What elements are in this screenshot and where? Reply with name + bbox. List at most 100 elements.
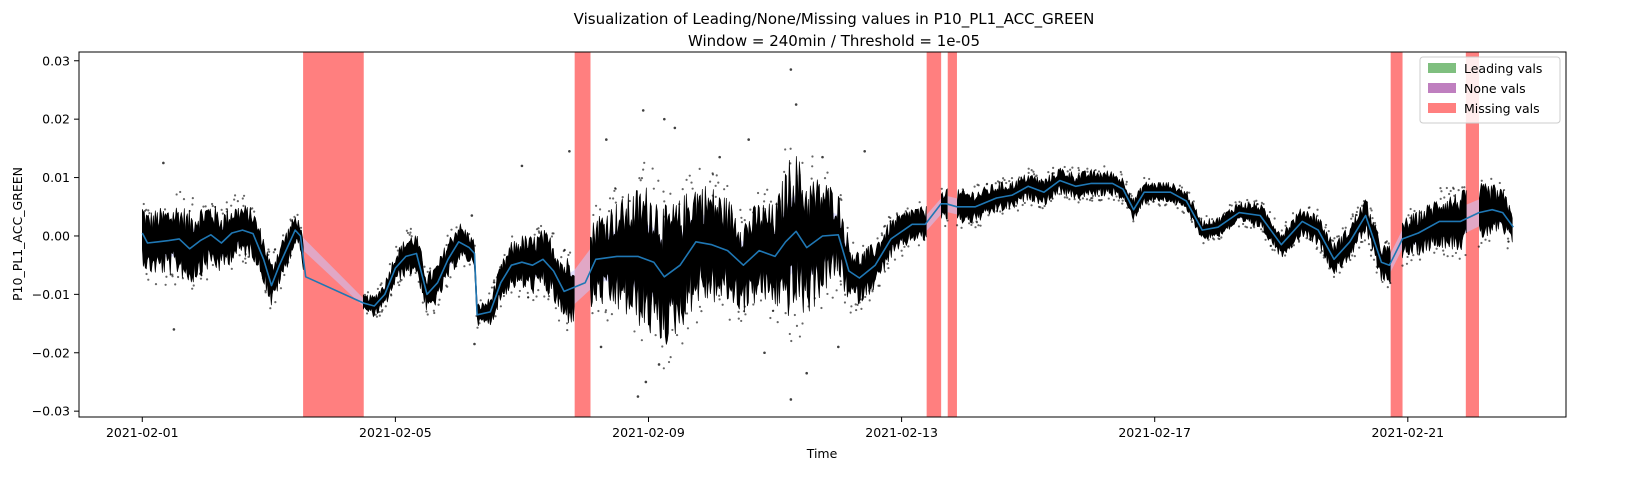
raw-scatter-point [492, 281, 495, 284]
raw-scatter-point [283, 273, 286, 277]
raw-scatter-point [1260, 228, 1263, 231]
raw-scatter-point [700, 309, 703, 313]
raw-scatter-point [607, 210, 611, 213]
raw-scatter-point [1086, 167, 1089, 170]
raw-scatter-point [1238, 200, 1241, 203]
raw-scatter-point [671, 328, 674, 332]
raw-scatter-point [807, 305, 810, 308]
raw-scatter-point [537, 289, 540, 292]
raw-scatter-point [1498, 181, 1501, 185]
raw-scatter-point [662, 190, 665, 193]
raw-scatter-point [1052, 172, 1055, 175]
raw-scatter-point [1264, 238, 1267, 241]
raw-scatter-point [526, 291, 529, 294]
raw-scatter-point [421, 301, 424, 304]
raw-scatter-point [999, 210, 1002, 213]
raw-scatter-point [199, 272, 202, 275]
raw-scatter-point [1157, 203, 1160, 206]
raw-scatter-point [1307, 206, 1310, 209]
raw-scatter-point [438, 298, 441, 301]
raw-scatter-point [1032, 170, 1035, 173]
raw-scatter-point [789, 162, 792, 165]
raw-scatter-point [663, 200, 666, 203]
raw-scatter-point [1043, 204, 1046, 208]
raw-scatter-point [877, 284, 880, 287]
raw-scatter-point [176, 275, 180, 279]
raw-scatter-point [1085, 198, 1089, 201]
raw-scatter-point [293, 215, 296, 219]
raw-scatter-point [547, 295, 551, 298]
raw-scatter-point [502, 294, 506, 298]
raw-outlier-point [473, 342, 476, 346]
raw-scatter-point [944, 224, 947, 228]
raw-scatter-point [1333, 237, 1336, 240]
raw-scatter-point [657, 179, 660, 182]
raw-scatter-point [204, 205, 207, 208]
raw-scatter-point [654, 333, 657, 337]
raw-scatter-point [798, 335, 802, 338]
raw-scatter-point [446, 234, 449, 237]
raw-scatter-point [789, 147, 792, 150]
raw-scatter-point [1234, 201, 1237, 204]
raw-scatter-point [686, 327, 690, 330]
raw-scatter-point [1433, 251, 1436, 254]
raw-scatter-point [1165, 203, 1168, 206]
raw-scatter-point [1292, 244, 1295, 247]
raw-scatter-point [1049, 199, 1053, 203]
raw-scatter-point [1185, 192, 1188, 195]
raw-scatter-point [871, 288, 874, 291]
raw-scatter-point [651, 167, 654, 170]
raw-scatter-point [490, 286, 494, 289]
missing-interval-1 [574, 52, 591, 417]
raw-scatter-point [1190, 220, 1194, 223]
raw-scatter-point [533, 233, 536, 236]
raw-scatter-spike [925, 206, 927, 238]
raw-scatter-point [801, 322, 804, 325]
raw-scatter-point [994, 182, 997, 185]
raw-scatter-point [1249, 226, 1253, 230]
raw-scatter-point [179, 190, 182, 194]
raw-scatter-point [594, 204, 598, 207]
legend-label-missing: Missing vals [1464, 101, 1540, 116]
raw-scatter-point [1273, 249, 1276, 252]
raw-scatter-point [510, 291, 513, 294]
raw-scatter-point [801, 161, 804, 165]
raw-scatter-point [901, 254, 904, 257]
raw-scatter-point [1008, 207, 1011, 210]
raw-scatter-point [1452, 187, 1455, 190]
raw-scatter-point [1338, 271, 1341, 274]
raw-scatter-point [1375, 271, 1378, 274]
raw-scatter-point [681, 342, 684, 345]
raw-scatter-point [1316, 214, 1319, 217]
raw-scatter-point [669, 356, 672, 359]
raw-scatter-point [695, 321, 699, 324]
raw-scatter-point [610, 312, 614, 316]
raw-scatter-point [210, 202, 214, 206]
raw-scatter-point [840, 198, 843, 202]
raw-scatter-point [175, 193, 178, 196]
raw-scatter-point [946, 219, 949, 222]
raw-scatter-point [532, 298, 535, 302]
raw-scatter-point [591, 312, 594, 315]
raw-scatter-point [450, 228, 453, 231]
raw-scatter-point [557, 319, 561, 322]
raw-scatter-point [1350, 217, 1353, 220]
raw-scatter-point [1200, 217, 1203, 220]
raw-scatter-point [1148, 177, 1151, 181]
raw-scatter-point [642, 168, 645, 171]
raw-scatter-point [628, 199, 631, 203]
raw-scatter-point [445, 284, 448, 287]
raw-scatter-point [1437, 243, 1440, 246]
raw-scatter-point [1332, 275, 1336, 279]
raw-scatter-point [849, 311, 852, 314]
raw-scatter-point [889, 216, 892, 219]
raw-scatter-point [678, 203, 681, 206]
raw-scatter-point [230, 204, 233, 207]
raw-scatter-point [763, 200, 766, 203]
raw-scatter-point [1121, 202, 1124, 205]
raw-scatter-point [1077, 166, 1080, 170]
raw-scatter-point [378, 314, 381, 317]
raw-scatter-point [996, 180, 1000, 183]
raw-scatter-point [1387, 242, 1390, 245]
raw-scatter-point [296, 213, 299, 216]
